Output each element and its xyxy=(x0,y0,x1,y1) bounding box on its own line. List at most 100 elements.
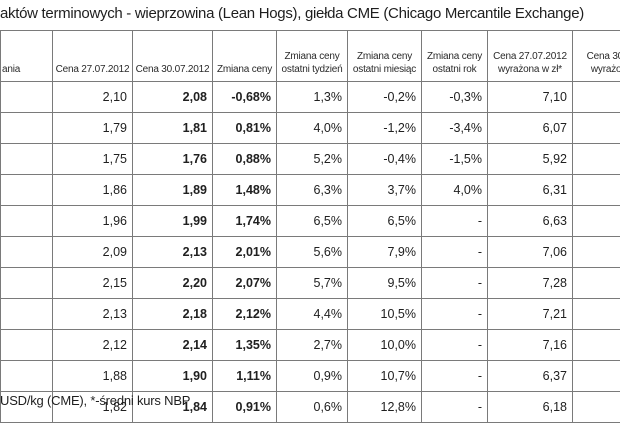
table-cell: 6,63 xyxy=(488,206,573,237)
column-header-line: ostatni miesiąc xyxy=(350,63,419,76)
table-cell: 6,31 xyxy=(488,175,573,206)
table-cell xyxy=(1,330,53,361)
table-cell xyxy=(573,361,620,392)
table-cell: 5,7% xyxy=(277,268,348,299)
table-cell: 2,12 xyxy=(53,330,133,361)
column-header: ania xyxy=(1,31,53,82)
table-cell: 3,7% xyxy=(348,175,422,206)
table-cell: 1,76 xyxy=(133,144,213,175)
table-cell xyxy=(573,268,620,299)
price-table: ania Cena 27.07.2012 Cena 30.07.2012 Zmiana… xyxy=(0,30,620,423)
table-cell xyxy=(1,299,53,330)
table-cell xyxy=(573,113,620,144)
table-cell: - xyxy=(422,237,488,268)
column-header-line: ostatni tydzień xyxy=(279,63,345,76)
table-cell: 0,81% xyxy=(213,113,277,144)
column-header: Cena 27.07.2012 xyxy=(53,31,133,82)
table-cell: 2,15 xyxy=(53,268,133,299)
table-cell: 2,20 xyxy=(133,268,213,299)
table-cell: - xyxy=(422,361,488,392)
table-cell: 2,7% xyxy=(277,330,348,361)
header-row: ania Cena 27.07.2012 Cena 30.07.2012 Zmiana… xyxy=(1,31,620,82)
column-header-line: Cena 27.07.2012 xyxy=(55,63,130,76)
table-cell: 7,21 xyxy=(488,299,573,330)
table-cell: 1,3% xyxy=(277,82,348,113)
table-cell: 0,6% xyxy=(277,392,348,423)
table-cell: 5,6% xyxy=(277,237,348,268)
table-cell: 2,13 xyxy=(53,299,133,330)
table-cell xyxy=(1,268,53,299)
table-title: aktów terminowych - wieprzowina (Lean Ho… xyxy=(0,3,620,25)
table-cell: 6,5% xyxy=(348,206,422,237)
column-header-line: Zmiana ceny xyxy=(215,63,274,76)
table-cell: 2,10 xyxy=(53,82,133,113)
table-cell xyxy=(1,113,53,144)
column-header-line: Cena 30.07 xyxy=(575,50,620,63)
table-cell: 7,28 xyxy=(488,268,573,299)
table-cell: - xyxy=(422,206,488,237)
table-cell: 4,0% xyxy=(277,113,348,144)
column-header-line: Cena 30.07.2012 xyxy=(135,63,210,76)
table-cell: 1,99 xyxy=(133,206,213,237)
table-cell: -1,2% xyxy=(348,113,422,144)
table-cell: 0,91% xyxy=(213,392,277,423)
table-cell: 1,89 xyxy=(133,175,213,206)
table-cell: 2,09 xyxy=(53,237,133,268)
table-cell: 1,11% xyxy=(213,361,277,392)
table-cell: 6,5% xyxy=(277,206,348,237)
table-cell: - xyxy=(422,268,488,299)
table-cell: -3,4% xyxy=(422,113,488,144)
table-cell: 2,08 xyxy=(133,82,213,113)
table-cell: 7,06 xyxy=(488,237,573,268)
table-cell xyxy=(573,175,620,206)
table-cell: 1,81 xyxy=(133,113,213,144)
column-header-line: Zmiana ceny xyxy=(279,50,345,63)
table-cell: - xyxy=(422,299,488,330)
table-cell: 2,13 xyxy=(133,237,213,268)
table-cell: -0,4% xyxy=(348,144,422,175)
table-cell xyxy=(573,206,620,237)
table-cell xyxy=(1,82,53,113)
table-cell: 1,86 xyxy=(53,175,133,206)
table-cell: - xyxy=(422,330,488,361)
column-header: Zmiana ceny xyxy=(213,31,277,82)
table-cell: 6,3% xyxy=(277,175,348,206)
table-header: ania Cena 27.07.2012 Cena 30.07.2012 Zmiana… xyxy=(1,31,620,82)
table-cell: 10,7% xyxy=(348,361,422,392)
table-cell xyxy=(573,330,620,361)
table-cell: 1,96 xyxy=(53,206,133,237)
table-cell: 6,37 xyxy=(488,361,573,392)
table-cell: 2,01% xyxy=(213,237,277,268)
table-cell: 4,0% xyxy=(422,175,488,206)
table-cell: 6,07 xyxy=(488,113,573,144)
column-header: Cena 30.07.2012 xyxy=(133,31,213,82)
table-cell: 6,18 xyxy=(488,392,573,423)
column-header: Cena 30.07wyrażona xyxy=(573,31,620,82)
column-header-line: wyrażona w zł* xyxy=(490,63,570,76)
table-cell xyxy=(573,144,620,175)
table-cell: 12,8% xyxy=(348,392,422,423)
table-cell: -1,5% xyxy=(422,144,488,175)
table-cell: 2,12% xyxy=(213,299,277,330)
table-cell xyxy=(1,206,53,237)
table-cell xyxy=(1,144,53,175)
column-header-line: ostatni rok xyxy=(424,63,485,76)
table-cell xyxy=(1,361,53,392)
table-cell: 1,79 xyxy=(53,113,133,144)
table-cell: 4,4% xyxy=(277,299,348,330)
table-cell: 1,90 xyxy=(133,361,213,392)
column-header-line: Zmiana ceny xyxy=(424,50,485,63)
table-cell: 2,14 xyxy=(133,330,213,361)
column-header-line: ania xyxy=(2,63,50,76)
